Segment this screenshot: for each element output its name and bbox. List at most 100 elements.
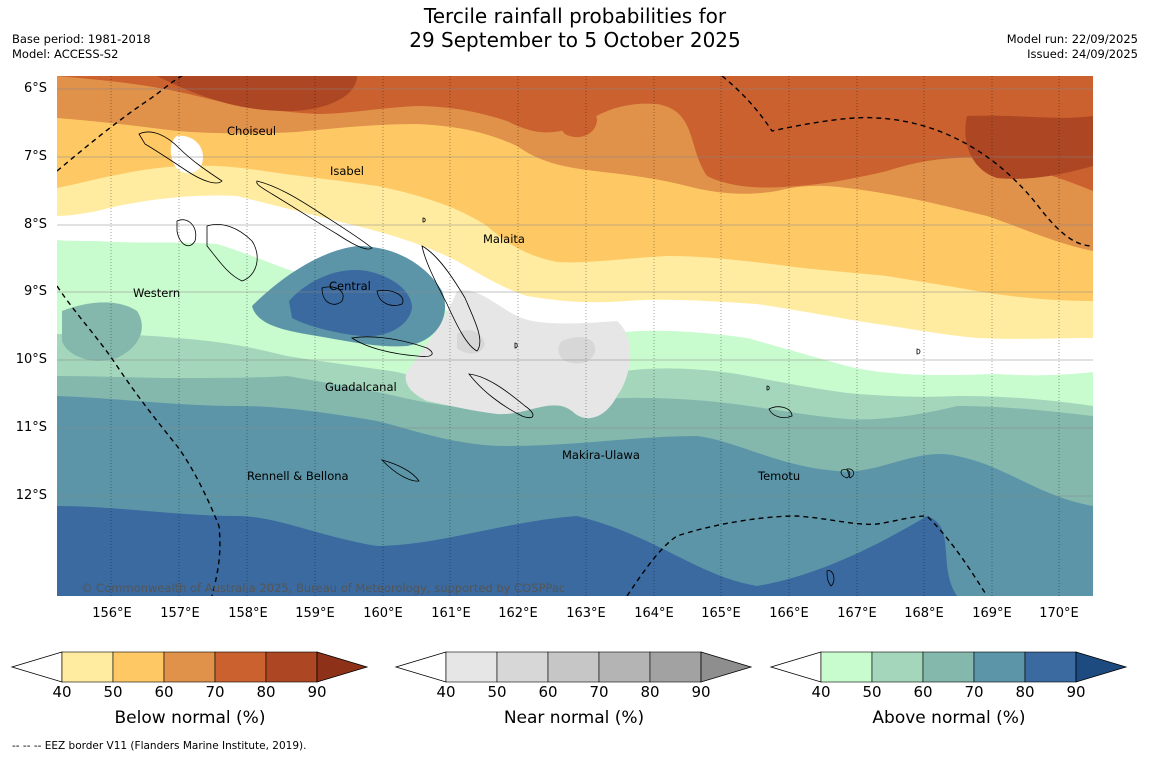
colorbar-extension-high <box>700 651 753 683</box>
lon-label-160e: 160°E <box>363 606 403 621</box>
choiseul-island <box>138 131 223 184</box>
lon-label-156e: 156°E <box>92 606 132 621</box>
malaita-island <box>421 245 481 352</box>
lat-label-10s: 10°S <box>15 352 47 367</box>
place-malaita: Malaita <box>483 232 525 246</box>
colorbar-tick-label: 60 <box>154 683 174 701</box>
colorbar-swatch <box>649 651 702 683</box>
lon-label-157e: 157°E <box>160 606 200 621</box>
eez-northeast <box>721 76 1093 247</box>
place-central: Central <box>329 279 371 293</box>
title-line-1: Tercile rainfall probabilities for <box>423 4 727 28</box>
lat-label-9s: 9°S <box>23 284 47 299</box>
colorbar-tick-label: 50 <box>487 683 507 701</box>
colorbar-swatch <box>598 651 651 683</box>
place-temotu: Temotu <box>757 469 800 483</box>
colorbar-below-normal <box>10 651 369 683</box>
lon-label-169e: 169°E <box>972 606 1012 621</box>
rennell-island <box>380 459 420 482</box>
lat-label-11s: 11°S <box>15 420 47 435</box>
model-run: Model run: 22/09/2025 <box>1006 32 1138 46</box>
colorbar-extension-low <box>769 651 822 683</box>
colorbar-swatch <box>871 651 924 683</box>
lon-label-167e: 167°E <box>837 606 877 621</box>
colorbar-above-normal <box>769 651 1128 683</box>
eez-west <box>57 76 183 172</box>
colorbar-tick-label: 50 <box>862 683 882 701</box>
lon-label-161e: 161°E <box>431 606 471 621</box>
latitude-gridlines <box>57 88 1093 497</box>
model-name: Model: ACCESS-S2 <box>12 47 119 61</box>
colorbar-extension-low <box>394 651 447 683</box>
colorbar-tick-label: 90 <box>307 683 327 701</box>
coastlines <box>138 131 921 587</box>
isabel-island <box>256 180 373 250</box>
colorbar-swatch <box>214 651 267 683</box>
place-choiseul: Choiseul <box>227 124 276 138</box>
guadalcanal-island <box>350 336 433 357</box>
colorbar-tick-label: 90 <box>691 683 711 701</box>
colorbar-tick-label: 70 <box>589 683 609 701</box>
colorbar-extension-high <box>316 651 369 683</box>
base-period: Base period: 1981-2018 <box>12 32 151 46</box>
colorbar-swatch <box>112 651 165 683</box>
lon-label-158e: 158°E <box>228 606 268 621</box>
colorbar-tick-label: 40 <box>52 683 72 701</box>
place-guadalcanal: Guadalcanal <box>325 380 397 394</box>
central-islands <box>321 286 404 306</box>
lat-label-6s: 6°S <box>23 81 47 96</box>
near-normal-patch <box>405 290 631 419</box>
place-makira-ulawa: Makira-Ulawa <box>562 448 640 462</box>
colorbar-tick-label: 80 <box>1015 683 1035 701</box>
colorbar-tick-label: 40 <box>811 683 831 701</box>
eez-southwest <box>57 285 221 596</box>
colorbar-tick-label: 90 <box>1066 683 1086 701</box>
small-islets <box>422 217 921 587</box>
colorbar-swatch <box>547 651 600 683</box>
legend-title-below: Below normal (%) <box>114 708 266 728</box>
colorbar-swatch <box>61 651 114 683</box>
meta-right: Model run: 22/09/2025 Issued: 24/09/2025 <box>1007 32 1138 62</box>
makira-island <box>468 373 534 419</box>
lat-label-8s: 8°S <box>23 217 47 232</box>
place-labels: Choiseul Isabel Malaita Western Central … <box>133 124 800 483</box>
colorbar-swatch <box>1024 651 1077 683</box>
issued-date: Issued: 24/09/2025 <box>1027 47 1138 61</box>
western-above-60 <box>62 302 142 361</box>
colorbar-swatch <box>265 651 318 683</box>
colorbar-swatch <box>445 651 498 683</box>
lon-label-162e: 162°E <box>498 606 538 621</box>
colorbar-tick-label: 60 <box>538 683 558 701</box>
eez-border <box>57 76 1093 596</box>
colorbar-tick-label: 50 <box>103 683 123 701</box>
copyright-notice: © Commonwealth of Australia 2025, Bureau… <box>81 581 565 595</box>
colorbar-swatch <box>922 651 975 683</box>
map-title: Tercile rainfall probabilities for 29 Se… <box>0 4 1150 52</box>
lon-label-159e: 159°E <box>295 606 335 621</box>
rainfall-probability-map: Choiseul Isabel Malaita Western Central … <box>57 76 1093 596</box>
title-line-2: 29 September to 5 October 2025 <box>409 28 741 52</box>
lon-label-166e: 166°E <box>769 606 809 621</box>
colorbar-tick-label: 60 <box>913 683 933 701</box>
lon-label-170e: 170°E <box>1039 606 1079 621</box>
central-above-80 <box>289 270 412 337</box>
place-rennell-bellona: Rennell & Bellona <box>247 469 349 483</box>
lon-label-168e: 168°E <box>904 606 944 621</box>
legend-title-above: Above normal (%) <box>872 708 1026 728</box>
legend-title-near: Near normal (%) <box>503 708 645 728</box>
place-isabel: Isabel <box>330 164 364 178</box>
near-normal-50 <box>457 330 596 364</box>
colorbar-tick-label: 70 <box>964 683 984 701</box>
below-70-patch <box>558 105 597 138</box>
colorbar-swatch <box>973 651 1026 683</box>
eez-southeast <box>626 515 988 596</box>
place-western: Western <box>133 286 180 300</box>
colorbar-extension-low <box>10 651 63 683</box>
new-georgia <box>176 219 258 282</box>
lat-label-7s: 7°S <box>23 149 47 164</box>
colorbar-near-normal <box>394 651 753 683</box>
lon-label-164e: 164°E <box>634 606 674 621</box>
colorbar-extension-high <box>1075 651 1128 683</box>
meta-left: Base period: 1981-2018 Model: ACCESS-S2 <box>12 32 151 62</box>
band-below-80 <box>157 76 1093 179</box>
